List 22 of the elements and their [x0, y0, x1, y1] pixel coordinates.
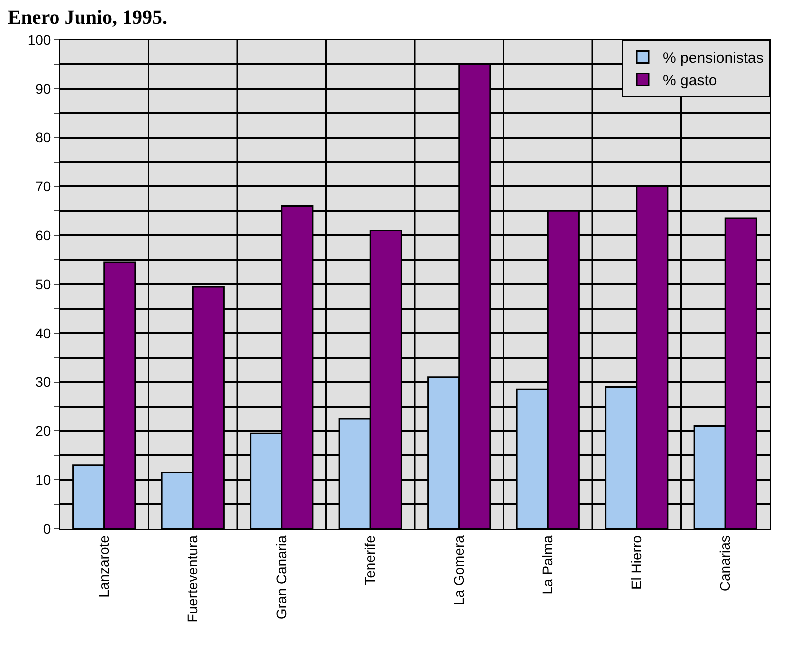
legend-label: % gasto: [663, 72, 718, 90]
x-tick-label: La Palma: [540, 535, 556, 595]
legend-label: % pensionistas: [663, 50, 764, 68]
x-tick-label: Gran Canaria: [273, 535, 290, 620]
y-tick-label: 60: [36, 228, 52, 244]
y-tick-label: 80: [36, 130, 52, 146]
y-tick-label: 10: [36, 472, 52, 488]
y-tick-label: 100: [28, 32, 52, 48]
y-tick-label: 90: [36, 80, 52, 97]
y-tick-label: 50: [36, 276, 52, 292]
x-tick-label: Canarias: [717, 536, 734, 592]
x-tick-label: Fuerteventura: [184, 535, 201, 623]
x-tick-label: Tenerife: [362, 535, 378, 586]
x-tick-label: Lanzarote: [96, 535, 112, 598]
chart-title: Enero Junio, 1995.: [8, 7, 168, 30]
y-tick-label: 40: [36, 325, 52, 342]
y-tick-label: 30: [36, 374, 52, 390]
y-tick-label: 20: [36, 423, 52, 440]
y-tick-label: 70: [36, 178, 52, 195]
x-tick-label: El Hierro: [628, 535, 644, 590]
y-tick-label: 0: [43, 520, 52, 537]
x-tick-label: La Gomera: [450, 535, 467, 606]
